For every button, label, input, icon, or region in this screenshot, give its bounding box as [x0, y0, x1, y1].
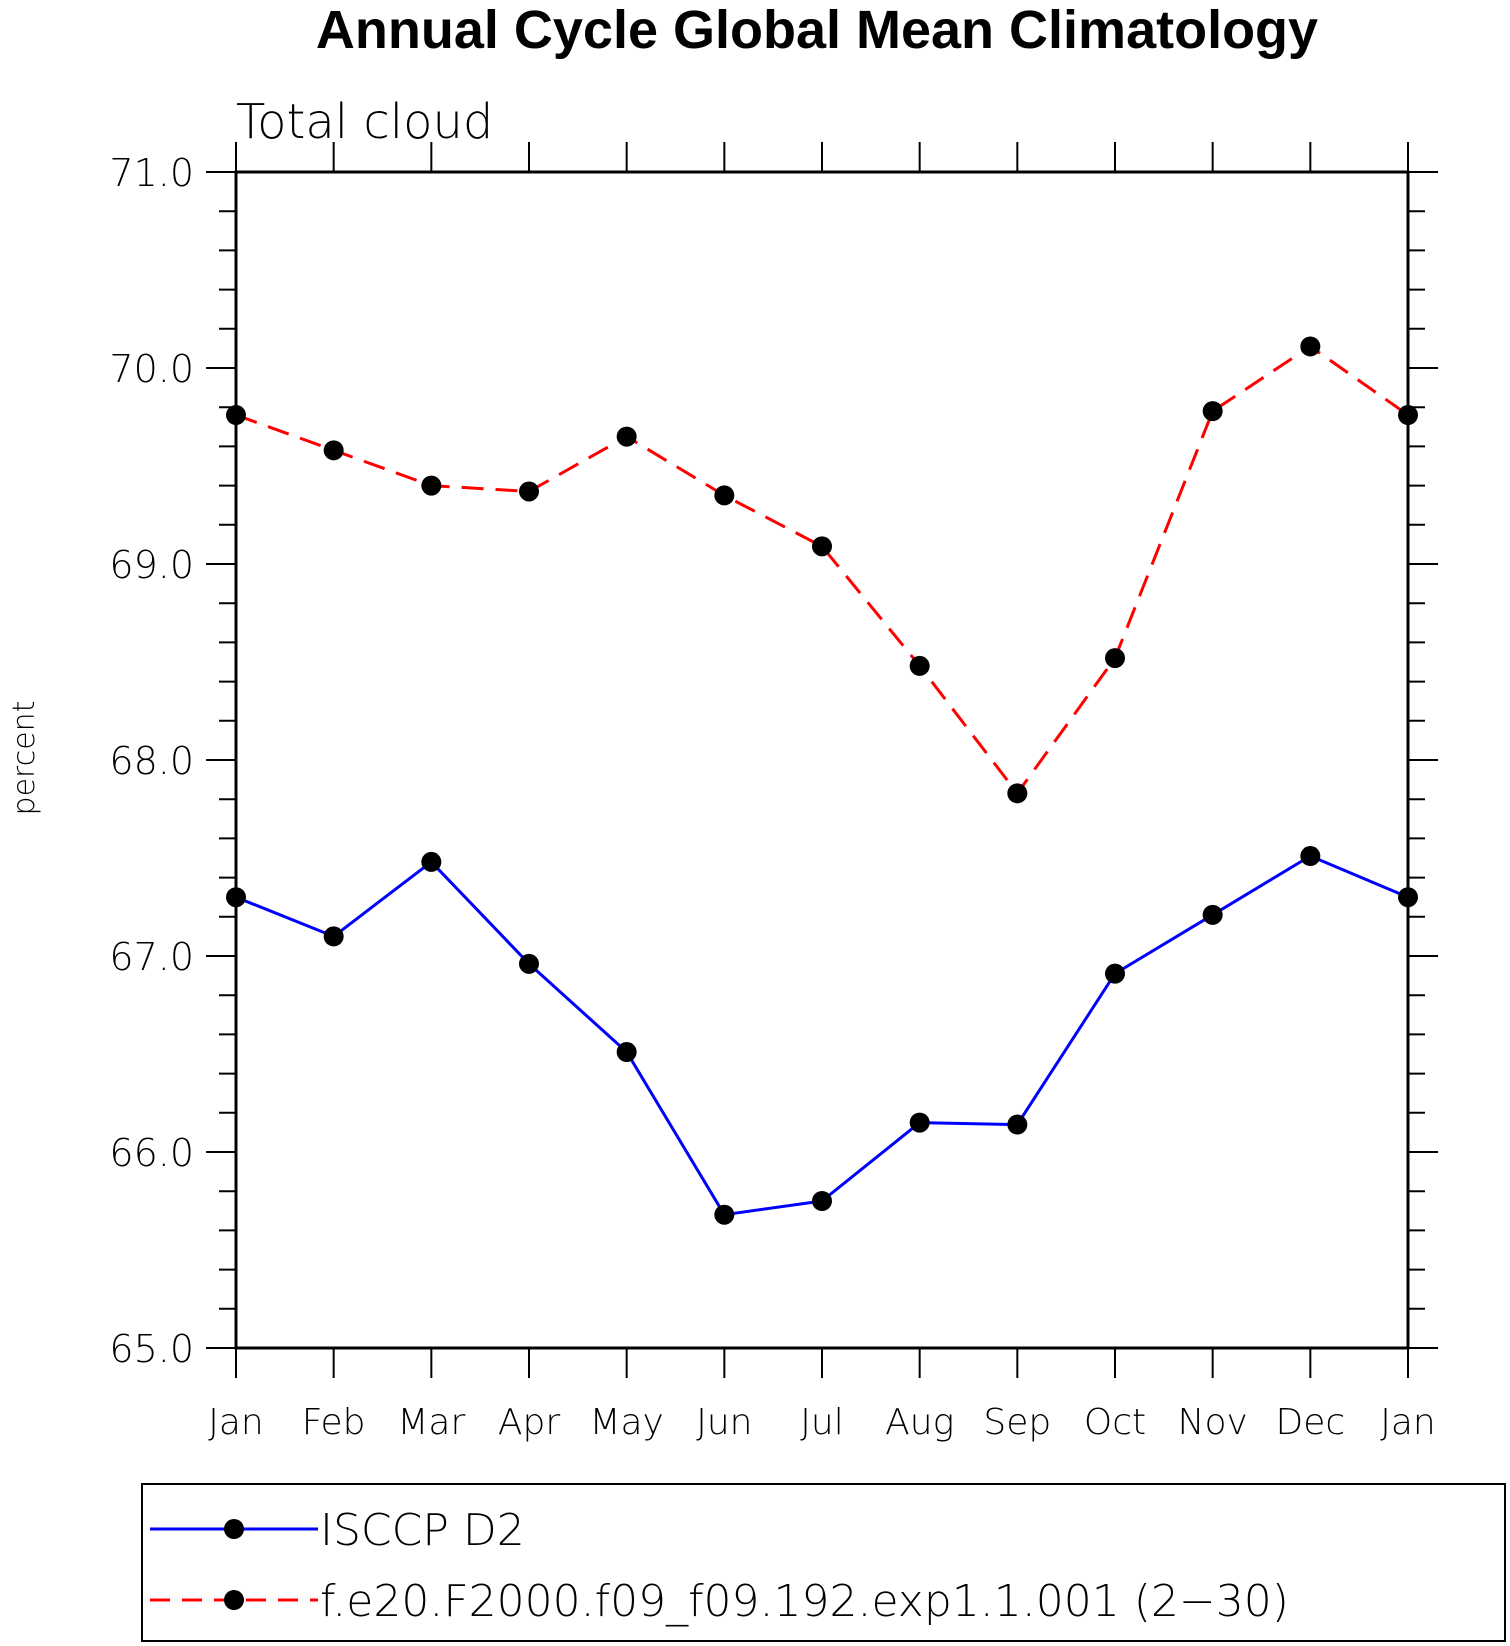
x-tick-label: May — [589, 1402, 663, 1443]
axis-ticks — [206, 142, 1438, 1378]
x-tick-label: Jan — [208, 1402, 264, 1443]
series-line-0 — [235, 854, 1409, 1217]
y-tick-label: 66.0 — [109, 1131, 194, 1175]
legend-marker-model — [224, 1590, 244, 1610]
data-point-series-1 — [1007, 783, 1028, 804]
data-point-series-0 — [323, 926, 344, 947]
data-point-series-0 — [1105, 963, 1125, 984]
x-tick-label: Nov — [1178, 1402, 1248, 1443]
series-line-1 — [235, 344, 1409, 795]
data-point-series-1 — [1105, 648, 1125, 669]
series-layer — [226, 336, 1418, 1225]
x-tick-label: Jun — [696, 1402, 752, 1443]
data-point-series-0 — [1202, 904, 1223, 925]
y-tick-labels: 65.0 66.0 67.0 68.0 69.0 70.0 71.0 — [109, 151, 194, 1371]
plot-frame — [234, 170, 1410, 1350]
x-tick-label: Oct — [1084, 1402, 1146, 1443]
legend: ISCCP D2 f.e20.F2000.f09_f09.192.exp1.1.… — [141, 1483, 1506, 1642]
data-point-series-0 — [421, 851, 442, 872]
y-tick-label: 65.0 — [109, 1327, 194, 1371]
legend-marker-isccp — [224, 1519, 244, 1539]
data-point-series-1 — [714, 485, 735, 506]
legend-label-isccp: ISCCP D2 — [320, 1505, 525, 1556]
data-point-series-0 — [812, 1191, 832, 1211]
x-tick-label: Sep — [983, 1402, 1051, 1443]
y-tick-label: 70.0 — [109, 347, 194, 391]
data-point-series-0 — [226, 887, 246, 908]
x-tick-label: Jul — [800, 1402, 843, 1443]
data-point-series-0 — [616, 1042, 637, 1063]
x-tick-label: Aug — [885, 1402, 954, 1443]
data-point-series-1 — [226, 405, 246, 426]
y-tick-label: 69.0 — [109, 543, 194, 587]
x-tick-label: Jan — [1380, 1402, 1436, 1443]
data-point-series-0 — [1007, 1114, 1028, 1135]
y-tick-label: 67.0 — [109, 935, 194, 979]
legend-label-model: f.e20.F2000.f09_f09.192.exp1.1.001 (2−30… — [320, 1576, 1289, 1627]
y-axis-label: percent — [7, 701, 42, 816]
x-tick-label: Dec — [1275, 1402, 1345, 1443]
x-tick-label: Feb — [302, 1402, 366, 1443]
x-tick-label: Mar — [397, 1402, 465, 1443]
chart-subtitle: Total cloud — [236, 94, 493, 150]
chart-title: Annual Cycle Global Mean Climatology — [316, 0, 1318, 60]
data-point-series-1 — [323, 440, 344, 461]
data-point-series-1 — [519, 481, 539, 502]
data-point-series-1 — [1398, 405, 1418, 426]
data-point-series-1 — [1300, 336, 1321, 357]
data-point-series-1 — [1202, 401, 1223, 422]
data-point-series-0 — [909, 1112, 930, 1133]
x-tick-label: Apr — [498, 1402, 560, 1443]
y-tick-label: 71.0 — [109, 151, 194, 195]
data-point-series-0 — [1300, 846, 1321, 867]
data-point-series-0 — [519, 953, 539, 974]
data-point-series-1 — [616, 426, 637, 447]
x-tick-labels: Jan Feb Mar Apr May Jun Jul Aug Sep Oct Nov Dec Jan — [208, 1402, 1436, 1443]
legend-box — [141, 1483, 1506, 1642]
data-point-series-0 — [1398, 887, 1418, 908]
data-point-series-1 — [909, 655, 930, 676]
data-point-series-1 — [812, 536, 832, 557]
data-point-series-0 — [714, 1204, 735, 1225]
y-tick-label: 68.0 — [109, 739, 194, 783]
data-point-series-1 — [421, 475, 442, 496]
